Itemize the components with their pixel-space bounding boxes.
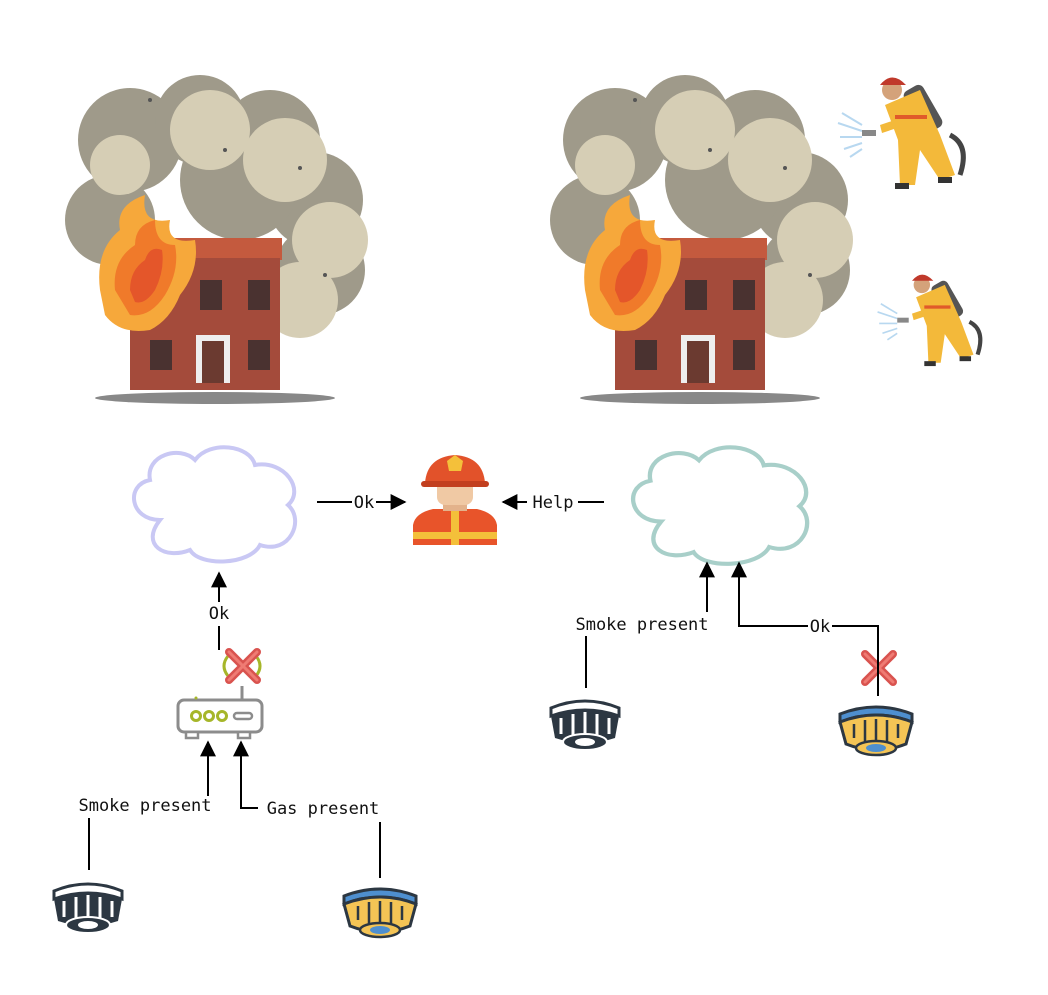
label-ok-from-gas-right: Ok [810, 617, 830, 637]
label-smoke-present-left: Smoke present [78, 796, 211, 816]
connector-smoke-to-router [88, 740, 216, 870]
connector-gas-to-cloud-right [731, 561, 879, 696]
router-wifi-icon [222, 655, 262, 677]
label-help-to-firefighter: Help [533, 493, 574, 513]
label-ok-to-firefighter: Ok [354, 493, 374, 513]
failure-x-icon [229, 652, 257, 680]
cloud-icon [633, 447, 807, 564]
router-icon [176, 686, 264, 740]
label-ok-from-router: Ok [209, 604, 229, 624]
firefighter-spraying-icon [878, 275, 981, 366]
burning-house-icon [550, 75, 853, 404]
firefighter-avatar-icon [413, 455, 497, 545]
label-gas-present-left: Gas present [267, 799, 380, 819]
firefighter-spraying-icon [838, 78, 963, 190]
gas-detector-icon [342, 887, 418, 939]
connector-gas-to-router [233, 740, 381, 878]
label-smoke-present-right: Smoke present [575, 615, 708, 635]
cloud-icon [131, 445, 298, 564]
gas-detector-icon [838, 705, 914, 757]
smoke-detector-icon [52, 882, 124, 935]
connector-smoke-to-cloud-right [585, 561, 715, 688]
burning-house-icon [65, 75, 368, 404]
smoke-detector-icon [549, 699, 621, 752]
